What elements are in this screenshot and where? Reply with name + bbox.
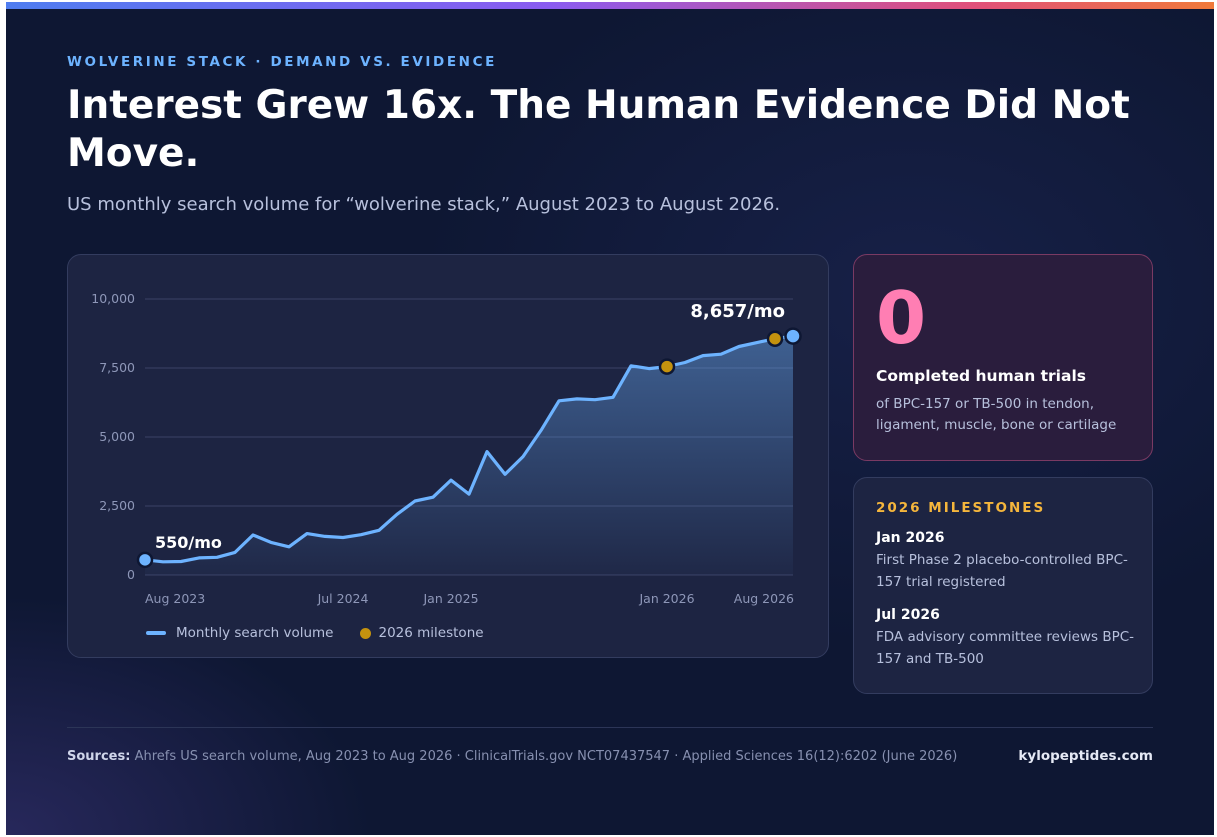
sources-note: Sources: Ahrefs US search volume, Aug 20… xyxy=(67,746,967,767)
milestones-card: 2026 MILESTONES Jan 2026 First Phase 2 p… xyxy=(853,477,1153,694)
milestone-item: Jan 2026 First Phase 2 placebo-controlle… xyxy=(876,528,1146,593)
chart-legend: Monthly search volume 2026 milestone xyxy=(146,623,484,643)
milestone-date: Jan 2026 xyxy=(876,530,945,546)
start-point-marker xyxy=(136,551,154,569)
y-tick-label: 5,000 xyxy=(99,429,135,444)
y-tick-label: 0 xyxy=(127,567,135,582)
sources-text: Ahrefs US search volume, Aug 2023 to Aug… xyxy=(134,749,958,764)
y-tick-label: 10,000 xyxy=(91,291,135,306)
search-volume-chart: 0 2,500 5,000 7,500 10,000 Aug 2023 Jul 2024 Ja… xyxy=(91,291,802,606)
legend-label-milestone: 2026 milestone xyxy=(378,625,484,641)
milestone-date: Jul 2026 xyxy=(876,607,940,623)
volume-area xyxy=(145,336,793,575)
chart-panel: 0 2,500 5,000 7,500 10,000 Aug 2023 Jul 2024 Ja… xyxy=(67,254,829,658)
x-tick-label: Jul 2024 xyxy=(317,591,369,606)
milestones-title: 2026 MILESTONES xyxy=(876,500,1046,516)
x-tick-label: Jan 2026 xyxy=(638,591,694,606)
stat-description: of BPC-157 or TB-500 in tendon, ligament… xyxy=(876,396,1117,433)
milestone-marker xyxy=(658,358,676,375)
legend-label-volume: Monthly search volume xyxy=(176,625,334,641)
legend-milestone-swatch xyxy=(359,627,371,639)
legend-line-swatch xyxy=(146,631,166,635)
end-point-marker xyxy=(784,327,802,345)
headline: Interest Grew 16x. The Human Evidence Di… xyxy=(67,83,1130,176)
infographic-frame: WOLVERINE STACK · DEMAND VS. EVIDENCE In… xyxy=(6,2,1214,835)
sources-label: Sources: xyxy=(67,749,131,764)
footer-divider xyxy=(67,727,1153,728)
y-tick-label: 2,500 xyxy=(99,498,135,513)
milestone-text: FDA advisory committee reviews BPC-157 a… xyxy=(876,629,1135,667)
x-tick-label: Aug 2023 xyxy=(145,591,205,606)
start-value-label: 550/mo xyxy=(155,533,222,552)
milestone-item: Jul 2026 FDA advisory committee reviews … xyxy=(876,605,1146,670)
milestone-text: First Phase 2 placebo-controlled BPC-157… xyxy=(876,552,1128,590)
x-tick-label: Jan 2025 xyxy=(422,591,478,606)
volume-line xyxy=(143,334,795,564)
end-value-label: 8,657/mo xyxy=(690,301,785,322)
x-tick-label: Aug 2026 xyxy=(734,591,794,606)
accent-bar xyxy=(6,2,1214,9)
subtitle: US monthly search volume for “wolverine … xyxy=(67,194,781,215)
y-tick-label: 7,500 xyxy=(99,360,135,375)
stat-number: 0 xyxy=(876,276,927,360)
kicker: WOLVERINE STACK · DEMAND VS. EVIDENCE xyxy=(67,54,497,70)
stat-card: 0 Completed human trials of BPC-157 or T… xyxy=(853,254,1153,461)
brand-link[interactable]: kylopeptides.com xyxy=(1018,748,1153,764)
stat-label: Completed human trials xyxy=(876,367,1086,385)
milestone-marker xyxy=(766,330,784,347)
